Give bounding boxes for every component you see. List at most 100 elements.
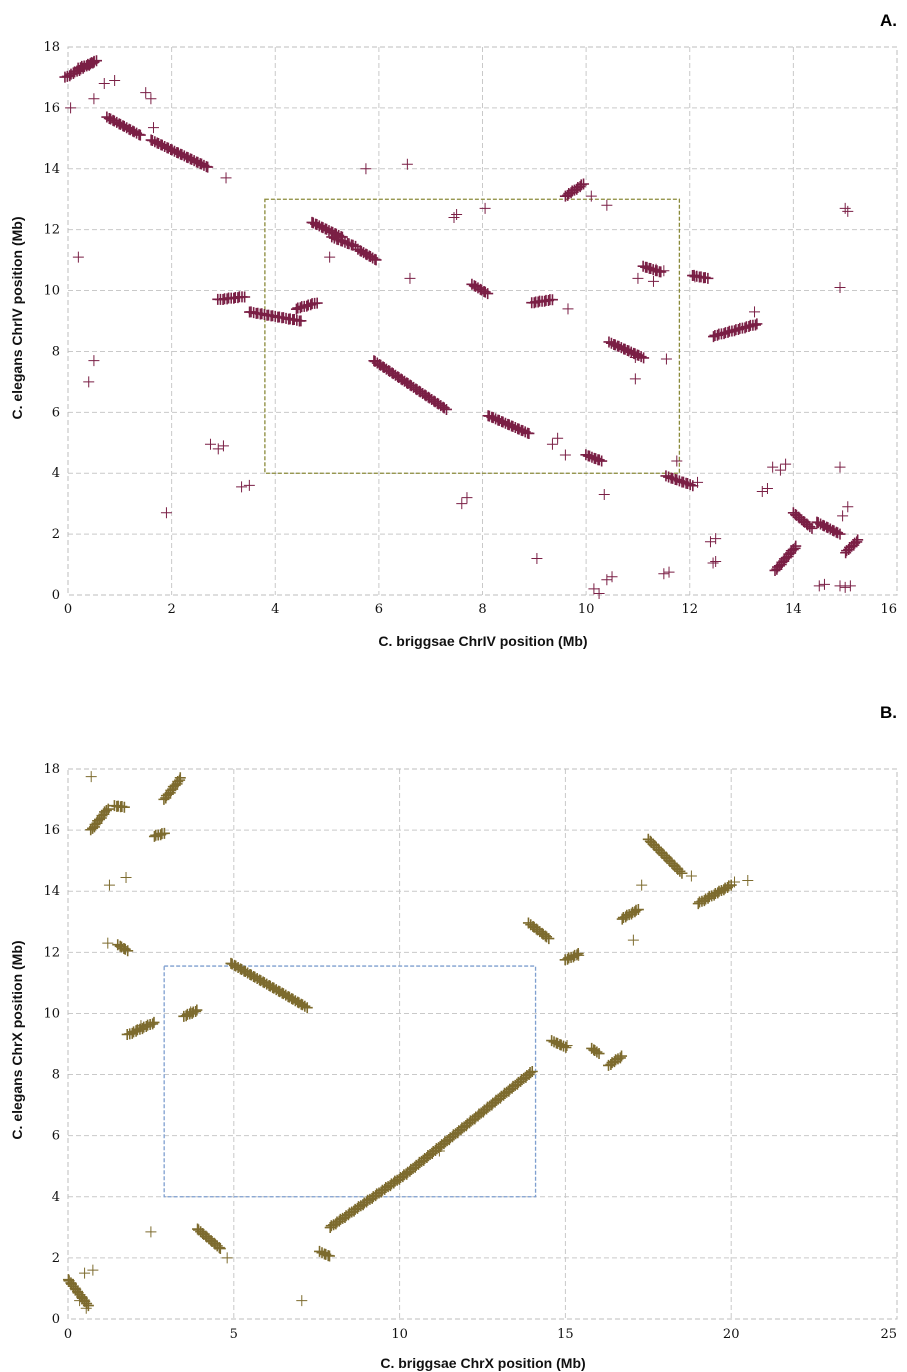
data-point (88, 56, 100, 68)
data-point (336, 235, 348, 247)
y-tick-label: 18 (43, 762, 60, 777)
data-point (852, 534, 864, 546)
panel-a-x-tick-labels: 0 2 4 6 8 10 12 14 16 (64, 602, 897, 617)
panel-a-highlight-box (264, 198, 681, 474)
synteny-block (546, 1035, 572, 1053)
data-point (185, 1006, 197, 1018)
data-point (710, 556, 722, 568)
data-point (658, 265, 670, 277)
data-point (655, 846, 667, 858)
data-point (632, 904, 644, 916)
data-point (655, 266, 667, 278)
x-tick-label: 15 (557, 1327, 574, 1342)
data-point (98, 78, 110, 90)
data-point (531, 552, 543, 564)
data-point (448, 211, 460, 223)
data-point (401, 158, 413, 170)
synteny-block (787, 507, 818, 534)
data-point (102, 937, 114, 949)
data-point (839, 202, 851, 214)
synteny-block (769, 540, 802, 576)
panel-b-label: B. (880, 703, 897, 722)
data-point (613, 340, 625, 352)
data-point (433, 1145, 445, 1157)
synteny-block (112, 939, 134, 957)
data-point (596, 455, 608, 467)
y-tick-label: 10 (43, 284, 60, 299)
data-point (299, 1000, 311, 1012)
data-point (524, 1067, 536, 1079)
data-point (598, 489, 610, 501)
data-point (236, 481, 248, 493)
data-point (88, 355, 100, 367)
data-point (87, 1264, 99, 1276)
data-point (186, 153, 198, 165)
data-point (790, 540, 802, 552)
x-tick-label: 25 (880, 1327, 897, 1342)
data-point (79, 1267, 91, 1279)
data-point (174, 772, 186, 784)
data-point (584, 450, 596, 462)
panel-a-x-axis-label: C. briggsae ChrIV position (Mb) (378, 633, 587, 649)
synteny-block (306, 216, 348, 243)
data-point (380, 1182, 392, 1194)
data-point (90, 55, 102, 67)
data-point (756, 485, 768, 497)
data-point (658, 568, 670, 580)
synteny-block (158, 772, 186, 805)
data-point (146, 134, 158, 146)
data-point (642, 833, 654, 845)
data-point (561, 1040, 573, 1052)
data-point (671, 455, 683, 467)
data-point (487, 412, 499, 424)
data-point (176, 149, 188, 161)
data-point (456, 498, 468, 510)
data-point (676, 867, 688, 879)
y-tick-label: 18 (43, 40, 60, 55)
synteny-block (603, 1050, 628, 1071)
data-point (822, 522, 834, 534)
data-point (82, 1300, 94, 1312)
synteny-block (108, 800, 130, 813)
x-tick-label: 16 (880, 602, 897, 617)
data-point (220, 172, 232, 184)
data-point (671, 862, 683, 874)
data-point (813, 580, 825, 592)
data-point (591, 1046, 603, 1058)
panel-b-marks (62, 771, 754, 1314)
synteny-block (212, 291, 251, 306)
y-tick-label: 8 (52, 1068, 60, 1083)
data-point (842, 501, 854, 513)
data-point (812, 517, 824, 529)
data-point (134, 129, 146, 141)
panel-a-marks (59, 55, 864, 599)
data-point (742, 875, 754, 887)
data-point (629, 373, 641, 385)
data-point (749, 306, 761, 318)
data-point (80, 1302, 92, 1314)
synteny-block (145, 134, 214, 173)
y-tick-label: 2 (52, 1251, 60, 1266)
data-point (682, 478, 694, 490)
data-point (601, 199, 613, 211)
synteny-block (85, 803, 114, 836)
data-point (497, 416, 509, 428)
synteny-block (616, 904, 644, 925)
data-point (334, 1213, 346, 1225)
data-point (842, 205, 854, 217)
data-point (145, 93, 157, 105)
data-point (88, 93, 100, 105)
y-tick-label: 16 (43, 101, 60, 116)
data-point (660, 353, 672, 365)
data-point (647, 838, 659, 850)
data-point (72, 251, 84, 263)
panel-b-grid (68, 768, 897, 1319)
data-point (616, 1050, 628, 1062)
y-tick-label: 14 (43, 162, 60, 177)
data-point (707, 557, 719, 569)
x-tick-label: 5 (230, 1327, 238, 1342)
x-tick-label: 12 (681, 602, 698, 617)
data-point (296, 1295, 308, 1307)
synteny-block (101, 111, 146, 141)
data-point (311, 297, 323, 309)
